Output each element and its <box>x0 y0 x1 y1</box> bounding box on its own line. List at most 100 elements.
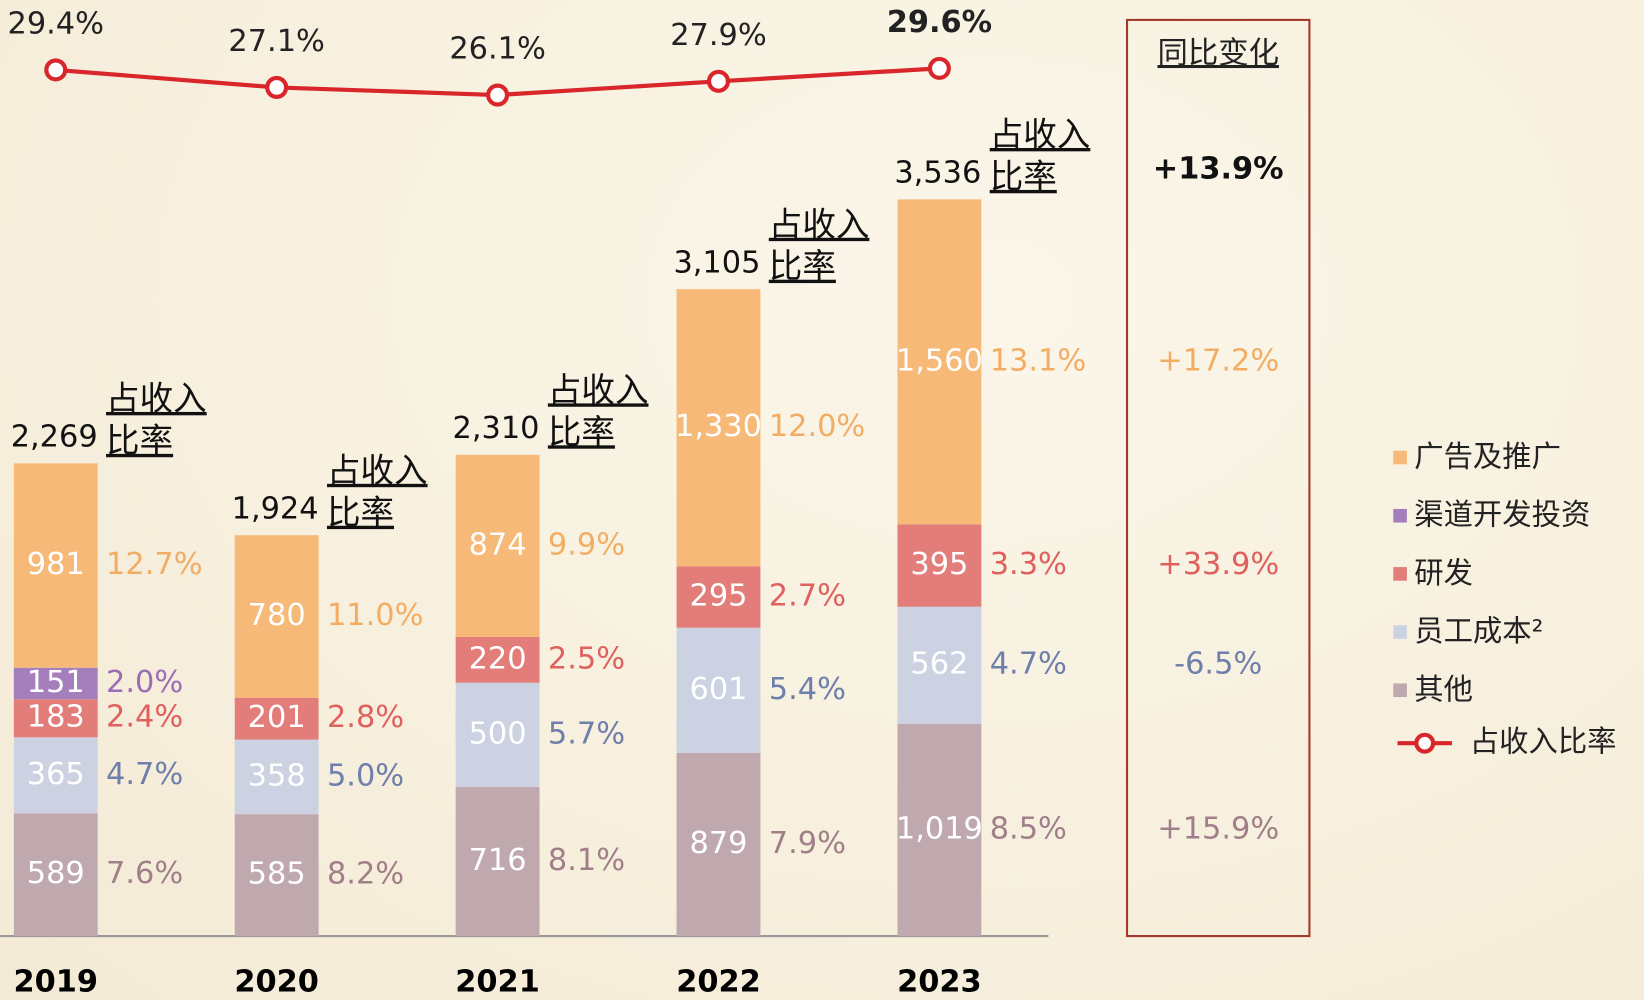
total-annotation: 比率 <box>990 157 1057 196</box>
value-label: 562 <box>910 647 968 682</box>
yoy-label: -6.5% <box>1174 647 1262 682</box>
share-label: 2.8% <box>327 700 404 735</box>
share-label: 2.7% <box>769 578 846 613</box>
x-tick-label: 2021 <box>455 965 540 1000</box>
total-annotation: 占收入 <box>548 370 649 409</box>
total-annotation: 比率 <box>327 493 394 532</box>
share-label: 5.7% <box>548 716 625 751</box>
share-label: 5.4% <box>769 672 846 707</box>
legend-label: 广告及推广 <box>1414 440 1561 474</box>
bar-segment <box>13 813 98 937</box>
share-label: 2.4% <box>106 700 183 735</box>
x-tick-label: 2022 <box>676 965 761 1000</box>
legend-label: 研发 <box>1414 556 1473 590</box>
value-label: 1,019 <box>896 811 983 846</box>
bar-segment <box>455 786 540 937</box>
x-tick-label: 2023 <box>897 965 982 1000</box>
value-label: 585 <box>248 857 306 892</box>
share-label: 2.5% <box>548 641 625 676</box>
yoy-label: +15.9% <box>1157 811 1279 846</box>
value-label: 1,330 <box>675 409 762 444</box>
yoy-title: 同比变化 <box>1157 36 1279 71</box>
share-label: 12.0% <box>769 409 866 444</box>
value-label: 365 <box>27 757 85 792</box>
bar-segment <box>13 737 98 814</box>
value-label: 981 <box>27 547 85 582</box>
bar-segment <box>676 289 761 567</box>
share-label: 11.0% <box>327 598 424 633</box>
value-label: 220 <box>469 641 527 676</box>
value-label: 879 <box>689 826 747 861</box>
value-label: 500 <box>469 716 527 751</box>
share-label: 5.0% <box>327 758 404 793</box>
bar-segment <box>455 454 540 637</box>
legend-swatch <box>1393 450 1407 465</box>
bar-segment <box>676 566 761 628</box>
ratio-label: 29.6% <box>887 5 992 40</box>
ratio-point <box>927 56 951 80</box>
total-label: 2,310 <box>453 411 540 446</box>
legend-label: 员工成本² <box>1414 614 1543 648</box>
value-label: 1,560 <box>896 343 983 378</box>
value-label: 874 <box>469 527 527 562</box>
ratio-point <box>44 58 68 82</box>
legend-swatch <box>1393 508 1407 523</box>
x-tick-label: 2020 <box>234 965 319 1000</box>
share-label: 7.9% <box>769 826 846 861</box>
legend-label: 占收入比率 <box>1470 725 1617 759</box>
value-label: 151 <box>27 665 85 700</box>
value-label: 780 <box>248 598 306 633</box>
bar-segment <box>234 535 319 698</box>
bar-segment <box>676 627 761 753</box>
bar-segment <box>455 682 540 787</box>
bar-segment <box>455 636 540 683</box>
total-annotation: 占收入 <box>327 451 428 490</box>
share-label: 4.7% <box>990 647 1067 682</box>
total-annotation: 比率 <box>106 421 173 460</box>
bar-segment <box>897 199 982 525</box>
value-label: 601 <box>689 672 747 707</box>
bar-segment <box>234 697 319 740</box>
yoy-box <box>1125 18 1311 938</box>
value-label: 358 <box>248 758 306 793</box>
share-label: 3.3% <box>990 547 1067 582</box>
yoy-label: +33.9% <box>1157 547 1279 582</box>
ratio-point <box>486 83 510 107</box>
bar-segment <box>897 524 982 607</box>
yoy-label: +13.9% <box>1153 152 1284 187</box>
yoy-label: +17.2% <box>1157 343 1279 378</box>
total-annotation: 占收入 <box>769 205 870 244</box>
ratio-point <box>706 69 731 93</box>
ratio-label: 26.1% <box>449 31 546 66</box>
bar-segment <box>897 606 982 724</box>
value-label: 716 <box>469 843 527 878</box>
share-label: 13.1% <box>990 343 1087 378</box>
bar-segment <box>13 667 98 700</box>
bar-segment <box>676 752 761 937</box>
ratio-point <box>265 75 289 99</box>
ratio-label: 27.9% <box>670 18 766 53</box>
total-label: 2,269 <box>11 420 98 455</box>
share-label: 8.5% <box>990 811 1067 846</box>
total-label: 3,105 <box>673 246 760 281</box>
x-tick-label: 2019 <box>13 965 98 1000</box>
legend-label: 渠道开发投资 <box>1414 498 1590 532</box>
legend-swatch <box>1393 683 1407 698</box>
share-label: 12.7% <box>106 547 203 582</box>
total-annotation: 比率 <box>548 412 615 451</box>
legend-swatch <box>1393 567 1407 581</box>
total-label: 1,924 <box>232 492 319 527</box>
legend-swatch <box>1393 625 1407 639</box>
legend-label: 其他 <box>1414 672 1473 706</box>
share-label: 8.1% <box>548 843 625 878</box>
bar-segment <box>13 463 98 668</box>
bar-segment <box>13 699 98 738</box>
total-annotation: 占收入 <box>106 379 207 418</box>
share-label: 4.7% <box>106 757 183 792</box>
total-label: 3,536 <box>894 156 981 191</box>
value-label: 201 <box>248 700 306 735</box>
ratio-label: 29.4% <box>8 6 105 41</box>
value-label: 589 <box>27 856 85 891</box>
